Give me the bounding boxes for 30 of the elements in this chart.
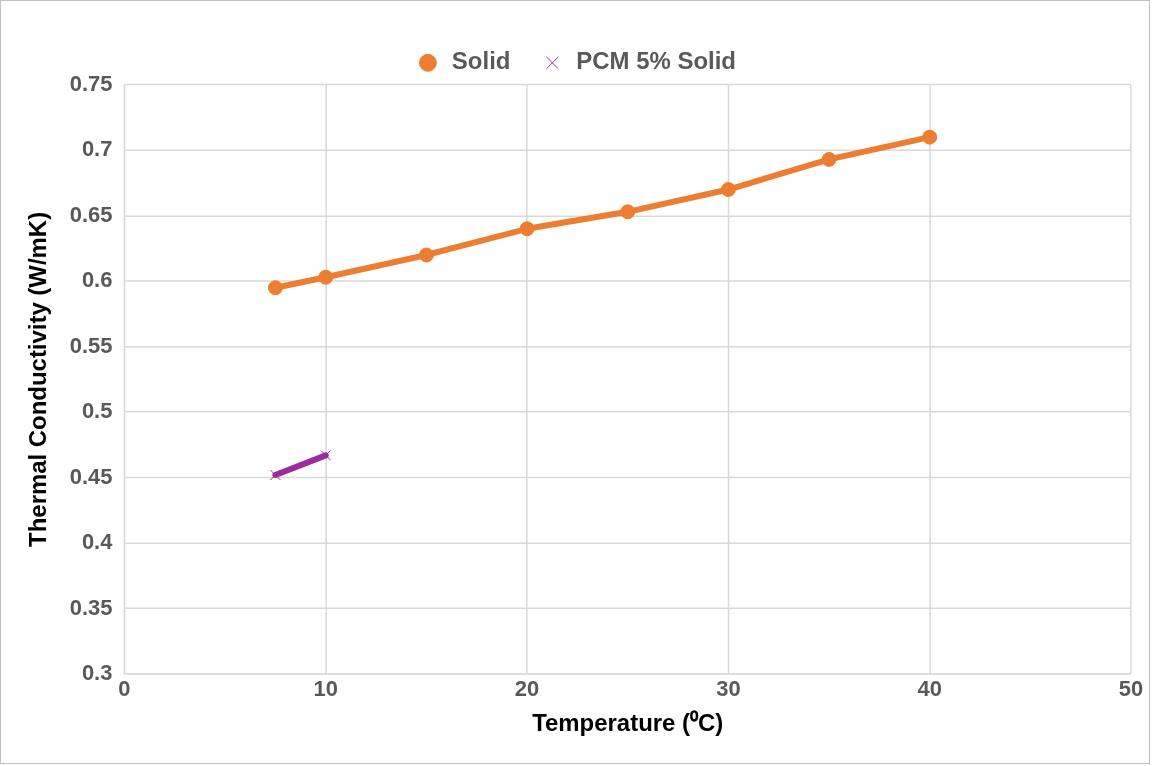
y-tick-label: 0.65 <box>69 201 113 227</box>
point <box>720 182 736 198</box>
point <box>922 129 938 145</box>
point <box>269 469 281 481</box>
legend-label: PCM 5% Solid <box>576 47 736 75</box>
point <box>267 280 283 296</box>
point <box>519 221 535 237</box>
y-tick-label: 0.7 <box>81 136 113 162</box>
y-axis-title: Thermal Conductivity (W/mK) <box>23 211 51 547</box>
x-tick-label: 40 <box>917 676 942 702</box>
point <box>418 247 434 263</box>
point <box>318 269 334 285</box>
x-tick-label: 10 <box>313 676 338 702</box>
y-tick-label: 0.75 <box>69 70 113 96</box>
point <box>821 151 837 167</box>
y-tick-label: 0.35 <box>69 594 113 620</box>
x-tick-label: 50 <box>1118 676 1144 702</box>
y-tick-label: 0.4 <box>81 529 114 555</box>
x-tick-label: 30 <box>716 676 741 702</box>
point <box>620 204 636 220</box>
y-tick-label: 0.45 <box>69 463 113 489</box>
x-tick-label: 0 <box>118 676 131 702</box>
x-axis-title: Temperature (⁰C) <box>532 709 724 737</box>
y-tick-label: 0.3 <box>81 660 113 686</box>
point <box>320 449 332 461</box>
y-tick-label: 0.6 <box>81 267 113 293</box>
y-tick-label: 0.55 <box>69 332 113 358</box>
legend-label: Solid <box>451 47 511 75</box>
x-tick-label: 20 <box>514 676 540 702</box>
y-tick-label: 0.5 <box>81 398 113 424</box>
